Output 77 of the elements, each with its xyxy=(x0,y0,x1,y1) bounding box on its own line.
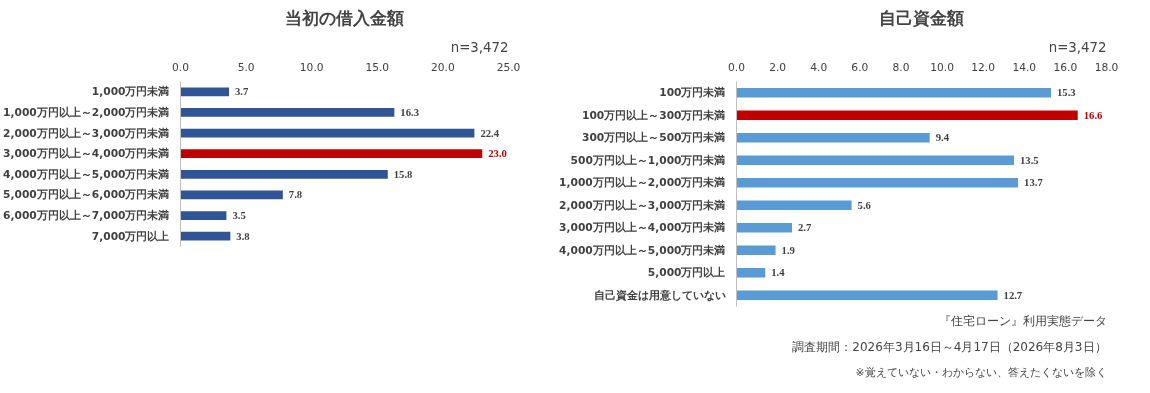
y-tick-label: 3,000万円以上～4,000万円未満 xyxy=(559,221,726,235)
y-tick-label: 5,000万円以上 xyxy=(647,266,726,280)
y-tick-label: 100万円未満 xyxy=(659,86,726,100)
y-tick-label: 500万円以上～1,000万円未満 xyxy=(570,153,726,167)
bar xyxy=(736,268,766,278)
x-tick-label: 18.0 xyxy=(1094,60,1119,74)
y-tick-label: 6,000万円以上～7,000万円未満 xyxy=(3,209,170,223)
x-tick-label: 2.0 xyxy=(769,60,787,74)
bar xyxy=(180,190,283,200)
data-label: 9.4 xyxy=(935,132,950,144)
chart-title: 当初の借入金額 xyxy=(285,7,404,28)
data-label: 1.4 xyxy=(771,267,786,279)
bar xyxy=(180,149,483,159)
data-label: 7.8 xyxy=(288,189,303,201)
data-label: 13.5 xyxy=(1020,154,1039,166)
x-tick-label: 8.0 xyxy=(892,60,910,74)
y-tick-label: 1,000万円以上～2,000万円未満 xyxy=(3,105,170,119)
y-tick-label: 2,000万円以上～3,000万円未満 xyxy=(559,198,726,212)
chart-subtitle: n=3,472 xyxy=(450,39,509,55)
bar xyxy=(736,290,998,300)
data-label: 22.4 xyxy=(480,127,500,139)
y-tick-label: 1,000万円未満 xyxy=(91,85,170,99)
bar xyxy=(736,133,930,143)
data-label: 23.0 xyxy=(488,148,507,160)
y-tick-label: 3,000万円以上～4,000万円未満 xyxy=(3,147,170,161)
bar xyxy=(180,231,231,241)
x-tick-label: 20.0 xyxy=(431,60,455,74)
data-label: 15.3 xyxy=(1057,87,1076,99)
y-tick-label: 2,000万円以上～3,000万円未満 xyxy=(3,126,170,140)
data-label: 3.5 xyxy=(232,210,246,222)
bar xyxy=(736,200,852,210)
data-label: 16.3 xyxy=(400,106,420,118)
bar xyxy=(736,110,1078,120)
x-tick-label: 4.0 xyxy=(810,60,828,74)
data-label: 13.7 xyxy=(1024,177,1044,189)
y-tick-label: 4,000万円以上～5,000万円未満 xyxy=(3,167,170,181)
data-label: 12.7 xyxy=(1003,289,1023,301)
bar xyxy=(736,155,1014,165)
x-tick-label: 0.0 xyxy=(728,60,746,74)
y-tick-label: 100万円以上～300万円未満 xyxy=(582,108,726,122)
bar xyxy=(180,128,475,138)
bar xyxy=(180,108,395,117)
data-label: 5.6 xyxy=(857,199,872,211)
bar xyxy=(736,223,792,233)
bar xyxy=(180,211,227,220)
y-tick-label: 4,000万円以上～5,000万円未満 xyxy=(559,243,726,257)
y-tick-label: 7,000万円以上 xyxy=(91,229,170,243)
x-tick-label: 15.0 xyxy=(365,60,390,74)
bar xyxy=(736,178,1019,188)
x-tick-label: 5.0 xyxy=(237,60,255,74)
text: 『住宅ローン』利用実態データ xyxy=(938,313,1107,328)
data-label: 16.6 xyxy=(1083,109,1104,121)
bar xyxy=(736,88,1051,98)
x-tick-label: 6.0 xyxy=(851,60,869,74)
chart-title: 自己資金額 xyxy=(879,7,964,28)
data-label: 1.9 xyxy=(781,244,795,256)
data-label: 3.7 xyxy=(235,86,250,98)
y-tick-label: 300万円以上～500万円未満 xyxy=(582,131,726,145)
bar xyxy=(180,169,388,179)
data-label: 15.8 xyxy=(393,168,413,180)
y-tick-label: 1,000万円以上～2,000万円未満 xyxy=(559,176,726,190)
bar xyxy=(736,245,776,255)
bar xyxy=(180,87,230,97)
x-tick-label: 10.0 xyxy=(299,60,324,74)
x-tick-label: 16.0 xyxy=(1053,60,1078,74)
chart-subtitle: n=3,472 xyxy=(1048,39,1107,55)
data-label: 2.7 xyxy=(798,222,812,234)
x-tick-label: 12.0 xyxy=(971,60,996,74)
text: ※覚えていない・わからない、答えたくないを除く xyxy=(855,365,1107,379)
data-label: 3.8 xyxy=(236,230,250,242)
x-tick-label: 0.0 xyxy=(172,60,190,74)
x-tick-label: 14.0 xyxy=(1012,60,1037,74)
x-tick-label: 25.0 xyxy=(496,60,521,74)
text: 調査期間：2026年3月16日～4月17日（2026年8月3日） xyxy=(792,339,1107,354)
y-tick-label: 5,000万円以上～6,000万円未満 xyxy=(3,188,170,202)
y-tick-label: 自己資金は用意していない xyxy=(593,288,726,302)
x-tick-label: 10.0 xyxy=(930,60,955,74)
